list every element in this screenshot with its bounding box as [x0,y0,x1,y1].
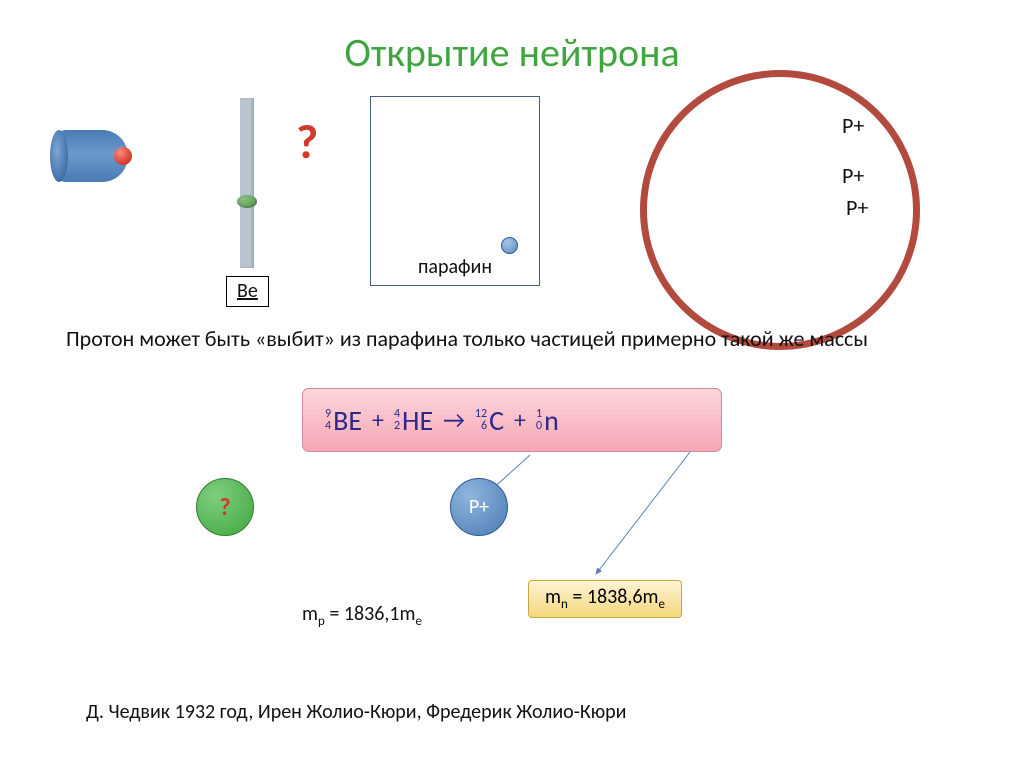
blue-ball-label: Р+ [469,495,489,519]
green-ball-label: ? [219,493,230,522]
neutron-unknown-ball: ? [196,478,254,536]
pointer-arrows [0,0,1024,768]
proton-mass-text: mp = 1836,1me [302,602,422,629]
neutron-mass-box: mn = 1838,6me [528,580,682,618]
proton-ball: Р+ [450,478,508,536]
credit-line: Д. Чедвик 1932 год, Ирен Жолио-Кюри, Фре… [86,700,626,724]
